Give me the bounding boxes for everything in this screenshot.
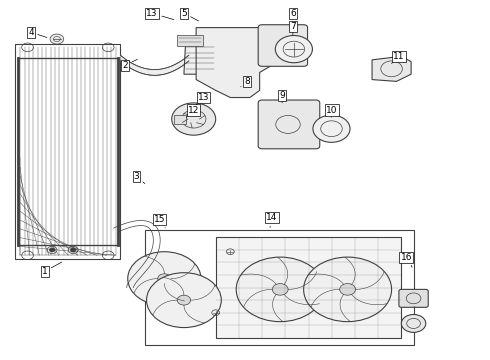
Text: 12: 12 [186,105,199,117]
Circle shape [50,34,64,44]
Text: 13: 13 [196,93,209,105]
Circle shape [401,315,426,332]
Text: 2: 2 [122,59,138,70]
Text: 9: 9 [279,91,285,103]
Polygon shape [196,28,272,98]
Text: 1: 1 [42,262,62,276]
Polygon shape [372,56,411,81]
Text: 3: 3 [134,172,145,184]
Circle shape [49,248,55,252]
Text: 15: 15 [154,215,165,228]
Circle shape [275,36,313,63]
Bar [145,230,414,345]
Bar [216,237,401,338]
Circle shape [177,295,191,305]
Text: 10: 10 [326,105,338,117]
Polygon shape [176,35,203,45]
Text: 7: 7 [290,22,296,35]
Text: 6: 6 [290,9,296,24]
Text: 4: 4 [28,28,47,37]
Circle shape [236,257,324,321]
Polygon shape [174,116,186,125]
Circle shape [304,257,392,321]
Text: 16: 16 [400,253,412,267]
Circle shape [172,103,216,135]
Polygon shape [184,42,218,74]
FancyBboxPatch shape [258,100,320,149]
Text: 13: 13 [147,9,174,20]
Circle shape [340,284,356,295]
Text: 5: 5 [181,9,198,21]
Circle shape [158,274,171,283]
Circle shape [272,284,288,295]
Circle shape [147,273,221,328]
Text: 14: 14 [266,213,277,228]
Circle shape [70,248,76,252]
Text: 8: 8 [241,77,250,87]
FancyBboxPatch shape [258,25,308,66]
FancyBboxPatch shape [399,289,428,307]
Text: 11: 11 [392,52,405,63]
Circle shape [128,252,201,306]
Circle shape [313,115,350,142]
Bar [15,44,121,259]
Bar [195,36,207,42]
